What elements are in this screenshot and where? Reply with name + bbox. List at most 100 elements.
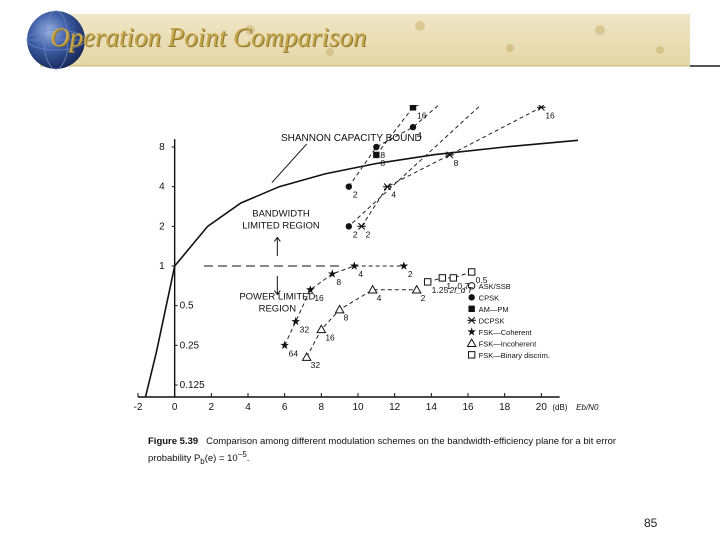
x-tick-label: 12: [389, 402, 401, 413]
x-tick-label: 16: [462, 402, 474, 413]
series-line: [284, 265, 404, 346]
y-tick-label: 0.125: [180, 380, 205, 391]
data-label: 1: [446, 281, 451, 291]
data-point: [399, 261, 409, 270]
legend-label: ASK/SSB: [479, 282, 511, 291]
data-point: [411, 284, 422, 294]
chart-legend: ASK/SSB CPSK AM—PM DCPSK FSK—Coherent FSK—Inc…: [466, 282, 550, 360]
figure-caption: Figure 5.39 Comparison among different m…: [148, 435, 628, 468]
marker-asterisk: [445, 151, 454, 159]
legend-label: DCPSK: [479, 316, 505, 325]
x-tick-label: 0: [172, 402, 178, 413]
data-point: [409, 104, 417, 111]
bandwidth-label: LIMITED REGION: [242, 220, 320, 231]
data-label: 2: [408, 269, 413, 279]
data-point: [445, 151, 454, 159]
series-line: [427, 271, 472, 283]
data-label: 4: [417, 130, 422, 140]
data-point: [468, 294, 475, 301]
data-label: 2: [421, 293, 426, 303]
y-tick-label: 2: [159, 221, 165, 232]
data-label: 8: [380, 150, 385, 160]
legend-label: FSK—Coherent: [479, 328, 533, 337]
marker-asterisk: [467, 316, 476, 324]
power-label: REGION: [259, 304, 297, 315]
marker-square-open: [467, 268, 476, 276]
legend-label: CPSK: [479, 293, 499, 302]
data-point: [409, 123, 417, 131]
shannon-label: SHANNON CAPACITY BOUND: [281, 133, 422, 144]
data-label: 4: [377, 293, 382, 303]
series-line: [348, 86, 497, 227]
data-point: [449, 274, 458, 282]
data-point: [438, 274, 447, 282]
marker-square-filled: [373, 151, 380, 159]
banner-graphic: [26, 10, 720, 70]
data-point: [334, 304, 345, 314]
marker-square-open: [449, 274, 458, 282]
data-point: [316, 324, 327, 334]
marker-square-open: [467, 351, 476, 359]
marker-asterisk: [537, 103, 546, 111]
marker-square-filled: [409, 104, 417, 111]
data-label: 8: [380, 158, 385, 168]
series-line: [361, 106, 542, 227]
data-label: 8: [454, 158, 459, 168]
data-point: [328, 269, 337, 278]
data-label: 32: [300, 325, 310, 335]
x-tick-label: -2: [134, 402, 143, 413]
marker-circle-filled: [373, 143, 380, 151]
marker-star: [399, 261, 409, 270]
marker-star: [306, 285, 315, 294]
modulation-chart: 3281628432162816322481664321684232168421…: [134, 0, 599, 413]
caption-end: .: [246, 453, 250, 465]
caption-text: Comparison among different modulation sc…: [148, 436, 617, 465]
marker-circle-filled: [409, 123, 417, 131]
data-label: 64: [289, 348, 299, 358]
data-point: [467, 268, 476, 276]
data-point: [467, 282, 476, 290]
slide-title: Operation Point Comparison: [50, 22, 367, 52]
y-tick-label: 0.5: [180, 301, 194, 312]
marker-star: [291, 316, 300, 326]
data-point: [423, 278, 432, 286]
marker-circle-open: [467, 282, 476, 290]
data-label: 1.25: [432, 285, 449, 295]
banner-strip: [40, 14, 690, 66]
data-label: 0.75: [457, 281, 474, 291]
x-tick-label: 8: [319, 402, 325, 413]
marker-circle-filled: [345, 183, 353, 190]
y-tick-label: 0.25: [180, 340, 200, 351]
legend-label: FSK—Binary discrim.: [479, 351, 550, 360]
x-tick-label: 2: [209, 402, 215, 413]
data-label: 2: [353, 190, 358, 200]
data-point: [466, 338, 477, 348]
marker-triangle-open: [367, 284, 378, 294]
x-tick-label: 18: [499, 402, 511, 413]
data-label: 4: [391, 190, 396, 200]
x-tick-label: 20: [536, 402, 548, 413]
caption-label: Figure 5.39: [148, 436, 199, 447]
y-tick-label: 8: [159, 142, 165, 153]
data-label: 16: [325, 332, 335, 342]
legend-label: AM—PM: [479, 305, 509, 314]
data-point: [467, 327, 476, 336]
data-label: 32: [311, 360, 321, 370]
data-point: [291, 316, 300, 326]
y-tick-label: 4: [159, 182, 165, 193]
caption-tail: (e) = 10: [204, 453, 238, 465]
marker-square-filled: [468, 305, 475, 313]
marker-triangle-open: [334, 304, 345, 314]
shannon-bound: [144, 139, 579, 398]
data-label: 2: [366, 229, 371, 239]
marker-triangle-open: [466, 338, 477, 348]
data-point: [350, 261, 359, 270]
data-point: [280, 340, 289, 350]
title-banner: [0, 0, 720, 80]
x-tick-label: 14: [426, 402, 438, 413]
data-label: 0.5: [476, 275, 488, 285]
data-label: 8: [344, 313, 349, 323]
data-point: [345, 223, 353, 230]
